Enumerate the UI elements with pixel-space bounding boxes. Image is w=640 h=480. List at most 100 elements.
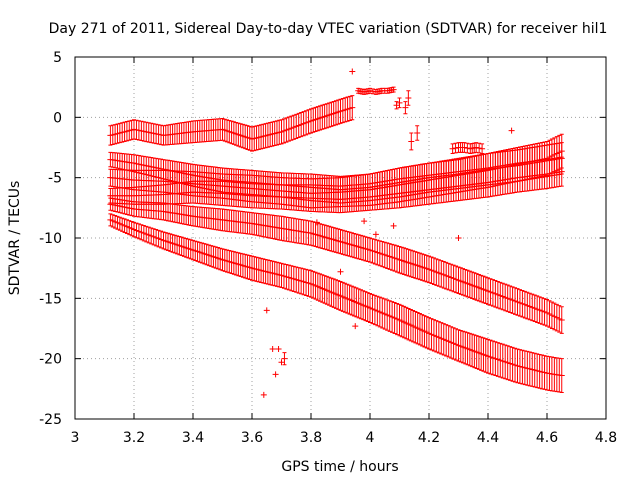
data-point (346, 95, 353, 121)
data-point (326, 225, 333, 251)
data-point (335, 280, 342, 310)
data-point (133, 154, 140, 173)
data-point (390, 222, 397, 229)
data-point (435, 259, 442, 287)
data-point (455, 235, 462, 241)
data-point (423, 254, 430, 283)
data-point (280, 118, 287, 144)
x-tick-label: 4.8 (595, 430, 617, 446)
data-point (233, 121, 240, 146)
data-point (473, 273, 480, 301)
data-point (278, 119, 285, 145)
data-point (475, 273, 482, 302)
data-point (344, 96, 351, 122)
data-point (285, 116, 292, 142)
data-point (421, 315, 428, 348)
data-point (408, 132, 415, 151)
data-point (426, 317, 432, 350)
data-point (516, 349, 523, 384)
data-point (323, 275, 330, 305)
y-tick-label: -25 (39, 412, 62, 428)
data-point (450, 327, 457, 360)
data-point (416, 252, 423, 281)
x-tick-label: 3.8 (300, 430, 322, 446)
data-point (462, 331, 469, 365)
data-point (445, 325, 452, 358)
data-point (507, 346, 514, 381)
data-point (323, 225, 330, 251)
data-point (394, 302, 401, 336)
data-point (237, 123, 244, 148)
series-satellite-4 (107, 156, 565, 214)
data-point (449, 143, 456, 155)
data-point (386, 300, 393, 332)
data-point (313, 219, 320, 226)
y-tick-label: -15 (39, 291, 62, 307)
data-point (165, 232, 172, 252)
data-point (401, 305, 408, 339)
data-point (242, 124, 249, 150)
data-point (529, 352, 536, 387)
data-point (452, 142, 459, 154)
data-point (303, 110, 310, 136)
data-point (433, 320, 440, 353)
data-point (224, 249, 231, 273)
data-point (308, 220, 314, 246)
data-point (344, 231, 351, 257)
data-point (403, 306, 410, 340)
data-point (514, 288, 521, 316)
data-point (351, 286, 358, 317)
data-point (264, 259, 271, 285)
data-point (295, 112, 302, 139)
data-point (251, 125, 258, 152)
data-point (398, 304, 405, 338)
data-point (128, 119, 135, 141)
data-point (233, 251, 240, 276)
data-point (362, 236, 369, 262)
data-point (508, 127, 515, 134)
data-point (389, 243, 396, 271)
data-point (402, 101, 409, 115)
data-point (121, 218, 128, 233)
data-point (290, 114, 297, 140)
data-point (453, 265, 460, 294)
data-point (509, 286, 516, 314)
data-point (319, 223, 326, 249)
data-point (242, 253, 249, 279)
data-point (330, 227, 337, 253)
data-point (298, 267, 305, 295)
data-point (551, 302, 558, 331)
data-point (369, 238, 376, 264)
data-point (321, 275, 328, 304)
data-point (512, 347, 519, 383)
data-point (219, 248, 226, 272)
data-point (407, 308, 414, 342)
data-point (558, 156, 565, 187)
data-point (499, 282, 506, 311)
data-point (438, 322, 445, 355)
data-point (145, 156, 152, 176)
data-point (364, 236, 371, 262)
data-point (499, 343, 506, 379)
data-point (480, 275, 487, 304)
data-point (321, 103, 328, 130)
data-point (109, 214, 116, 228)
data-point (131, 221, 137, 238)
data-point (312, 221, 319, 248)
x-tick-label: 4 (366, 430, 375, 446)
x-tick-label: 3.2 (123, 430, 145, 446)
data-point (160, 231, 167, 250)
data-point (475, 335, 482, 370)
data-point (524, 291, 531, 320)
data-point (342, 97, 349, 123)
data-point (433, 258, 440, 286)
data-point (536, 296, 543, 324)
data-point (384, 299, 391, 331)
data-point (396, 97, 403, 109)
data-point (169, 234, 176, 253)
data-point (260, 391, 267, 398)
data-point (262, 123, 269, 149)
data-point (379, 297, 386, 329)
data-point (453, 328, 460, 361)
data-point (271, 120, 278, 147)
